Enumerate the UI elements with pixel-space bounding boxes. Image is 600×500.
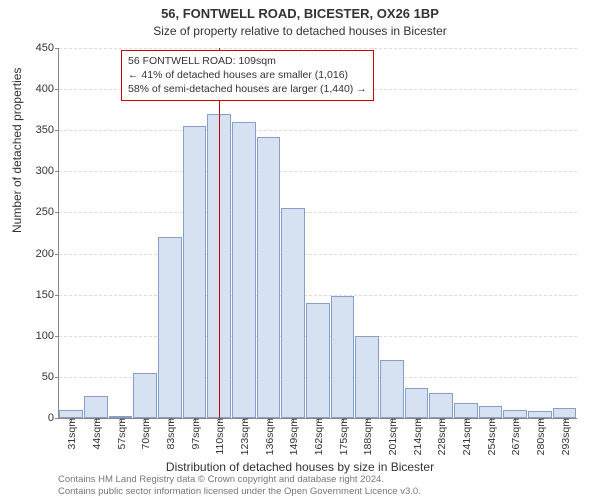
chart-area: 05010015020025030035040045031sqm44sqm57s… (58, 48, 577, 419)
reference-line (219, 48, 220, 418)
footer-line-1: Contains HM Land Registry data © Crown c… (58, 474, 421, 486)
histogram-bar (306, 303, 330, 418)
xtick-label: 31sqm (64, 418, 78, 450)
histogram-bar (454, 403, 478, 418)
histogram-bar (281, 208, 305, 418)
footer-line-2: Contains public sector information licen… (58, 486, 421, 498)
xtick-label: 83sqm (163, 418, 177, 450)
xtick-label: 97sqm (188, 418, 202, 450)
ytick-label: 250 (36, 206, 59, 218)
xtick-label: 280sqm (533, 418, 547, 455)
xtick-label: 201sqm (385, 418, 399, 455)
ytick-label: 450 (36, 42, 59, 54)
xtick-label: 149sqm (286, 418, 300, 455)
ytick-label: 200 (36, 248, 59, 260)
x-axis-label: Distribution of detached houses by size … (0, 460, 600, 474)
xtick-label: 241sqm (459, 418, 473, 455)
xtick-label: 228sqm (434, 418, 448, 455)
gridline (59, 171, 577, 172)
xtick-label: 293sqm (558, 418, 572, 455)
gridline (59, 48, 577, 49)
xtick-label: 188sqm (360, 418, 374, 455)
xtick-label: 110sqm (212, 418, 226, 455)
histogram-bar (429, 393, 453, 418)
annotation-line: 56 FONTWELL ROAD: 109sqm (128, 54, 367, 68)
ytick-label: 300 (36, 165, 59, 177)
xtick-label: 44sqm (89, 418, 103, 450)
ytick-label: 350 (36, 124, 59, 136)
histogram-bar (158, 237, 182, 418)
annotation-box: 56 FONTWELL ROAD: 109sqm← 41% of detache… (121, 50, 374, 101)
ytick-label: 400 (36, 83, 59, 95)
histogram-bar (405, 388, 429, 418)
histogram-bar (380, 360, 404, 418)
histogram-bar (503, 410, 527, 418)
gridline (59, 130, 577, 131)
title-main: 56, FONTWELL ROAD, BICESTER, OX26 1BP (0, 6, 600, 21)
xtick-label: 175sqm (336, 418, 350, 455)
xtick-label: 70sqm (138, 418, 152, 450)
xtick-label: 57sqm (114, 418, 128, 450)
gridline (59, 254, 577, 255)
ytick-label: 150 (36, 289, 59, 301)
ytick-label: 50 (42, 371, 59, 383)
histogram-bar (553, 408, 577, 418)
annotation-line: 58% of semi-detached houses are larger (… (128, 82, 367, 96)
xtick-label: 162sqm (311, 418, 325, 455)
ytick-label: 100 (36, 330, 59, 342)
gridline (59, 295, 577, 296)
histogram-bar (84, 396, 108, 418)
gridline (59, 212, 577, 213)
histogram-bar (331, 296, 355, 418)
histogram-bar (232, 122, 256, 418)
histogram-bar (133, 373, 157, 418)
xtick-label: 267sqm (508, 418, 522, 455)
ytick-label: 0 (48, 412, 59, 424)
histogram-bar (257, 137, 281, 418)
y-axis-label: Number of detached properties (10, 68, 24, 233)
xtick-label: 123sqm (237, 418, 251, 455)
xtick-label: 214sqm (410, 418, 424, 455)
histogram-bar (183, 126, 207, 418)
histogram-bar (479, 406, 503, 418)
histogram-bar (355, 336, 379, 418)
xtick-label: 254sqm (484, 418, 498, 455)
annotation-line: ← 41% of detached houses are smaller (1,… (128, 68, 367, 82)
footer: Contains HM Land Registry data © Crown c… (58, 474, 421, 498)
xtick-label: 136sqm (262, 418, 276, 455)
title-sub: Size of property relative to detached ho… (0, 24, 600, 38)
